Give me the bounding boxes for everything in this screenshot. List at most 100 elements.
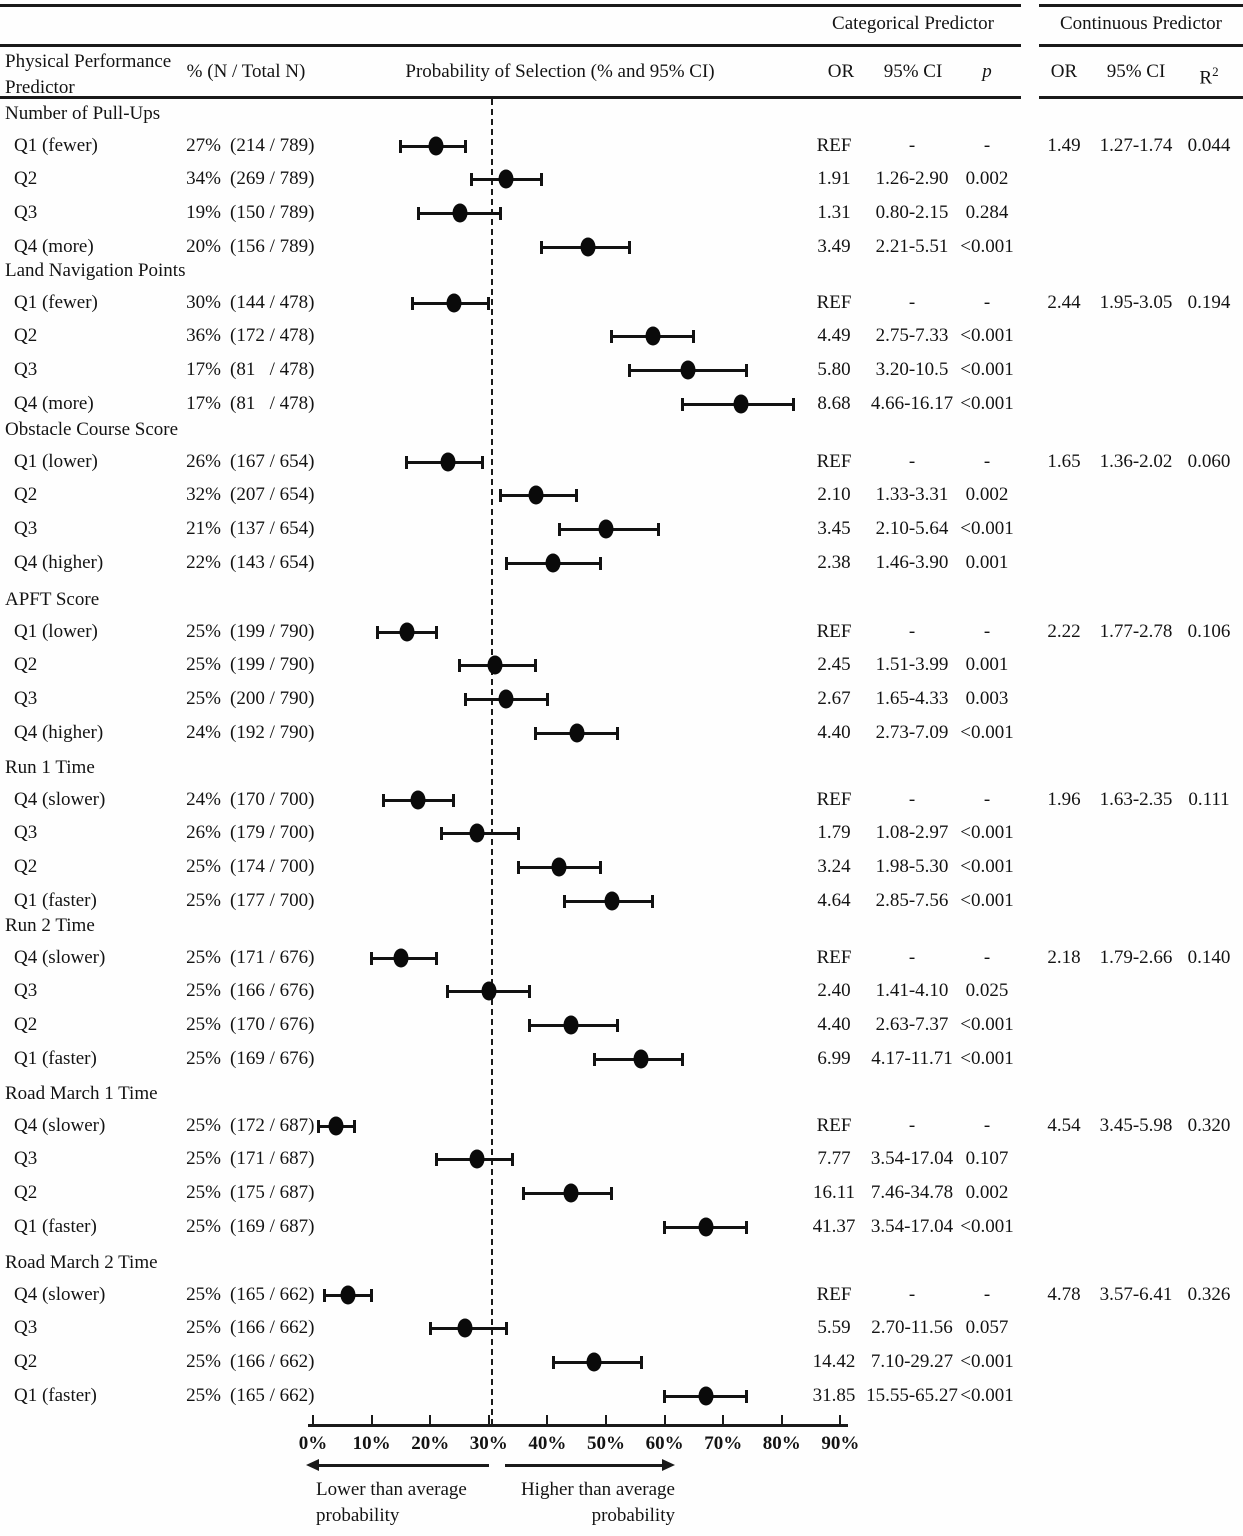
point-estimate bbox=[340, 1285, 356, 1305]
point-estimate bbox=[428, 136, 444, 156]
axis-tick bbox=[546, 1415, 549, 1424]
p-value: - bbox=[983, 621, 991, 642]
n-value: (174 / 700) bbox=[230, 856, 315, 877]
ci-cap-left bbox=[557, 522, 561, 536]
point-estimate bbox=[452, 203, 467, 223]
ci-value: 3.54-17.04 bbox=[870, 1148, 954, 1169]
row-label: Q3 bbox=[14, 518, 38, 539]
point-estimate bbox=[563, 1183, 579, 1203]
row-label: Q2 bbox=[14, 1014, 38, 1035]
ci-cap-left bbox=[551, 1355, 555, 1369]
axis-tick-label: 80% bbox=[762, 1433, 801, 1454]
or-value: 14.42 bbox=[812, 1351, 856, 1372]
ci-cap-left bbox=[440, 826, 444, 840]
ci-cap-left bbox=[405, 455, 409, 469]
n-value: (167 / 654) bbox=[230, 451, 315, 472]
axis-tick-label: 40% bbox=[528, 1433, 567, 1454]
group-label: Run 1 Time bbox=[5, 757, 95, 778]
point-estimate bbox=[393, 948, 409, 968]
column-header-r2: R2 bbox=[1199, 64, 1219, 89]
ci-cap-left bbox=[499, 488, 503, 502]
row-label: Q3 bbox=[14, 359, 38, 380]
ci-value: 4.66-16.17 bbox=[870, 393, 954, 414]
pct-value: 32% bbox=[186, 484, 221, 505]
p-value: <0.001 bbox=[960, 890, 1014, 911]
ci-cap-right bbox=[545, 692, 549, 706]
higher-arrow-head-icon bbox=[662, 1459, 675, 1471]
ci-value: - bbox=[908, 1284, 916, 1305]
ci-value: - bbox=[908, 621, 916, 642]
ci-cap-left bbox=[375, 625, 379, 639]
p-value: <0.001 bbox=[960, 325, 1014, 346]
group-label: Road March 1 Time bbox=[5, 1083, 158, 1104]
pct-value: 25% bbox=[186, 856, 221, 877]
rule-header-bottom-right-segment bbox=[1039, 96, 1243, 99]
n-value: (179 / 700) bbox=[230, 822, 315, 843]
point-estimate bbox=[498, 689, 514, 709]
or-value: 2.67 bbox=[817, 688, 851, 709]
ci-cap-left bbox=[540, 240, 544, 254]
row-label: Q1 (faster) bbox=[14, 1048, 97, 1069]
axis-tick-label: 0% bbox=[298, 1433, 328, 1454]
n-value: (199 / 790) bbox=[230, 654, 315, 675]
ci-cap-left bbox=[446, 984, 450, 998]
continuous-predictor-title: Continuous Predictor bbox=[1059, 13, 1223, 34]
point-estimate bbox=[446, 293, 462, 313]
n-value: (81 / 478) bbox=[230, 393, 315, 414]
column-header-probability: Probability of Selection (% and 95% CI) bbox=[405, 61, 715, 82]
row-label: Q1 (fewer) bbox=[14, 135, 98, 156]
ci-value: 1.65-4.33 bbox=[875, 688, 949, 709]
pct-value: 24% bbox=[186, 722, 221, 743]
point-estimate bbox=[469, 1149, 485, 1169]
ci-value: 1.98-5.30 bbox=[875, 856, 949, 877]
pct-value: 25% bbox=[186, 1014, 221, 1035]
or-value: 1.31 bbox=[817, 202, 851, 223]
ci-cap-left bbox=[627, 363, 631, 377]
categorical-predictor-title: Categorical Predictor bbox=[832, 13, 994, 34]
p-value: 0.001 bbox=[965, 552, 1009, 573]
ci-cap-right bbox=[434, 625, 438, 639]
ci-cap-left bbox=[458, 658, 461, 672]
row-label: Q1 (lower) bbox=[14, 621, 98, 642]
p-value: <0.001 bbox=[960, 236, 1014, 257]
ci-value: 1.08-2.97 bbox=[875, 822, 949, 843]
ci-cap-right bbox=[499, 206, 503, 220]
continuous-ci-value: 1.79-2.66 bbox=[1099, 947, 1173, 968]
n-value: (169 / 676) bbox=[230, 1048, 315, 1069]
point-estimate bbox=[586, 1352, 602, 1372]
pct-value: 24% bbox=[186, 789, 221, 810]
n-value: (166 / 676) bbox=[230, 980, 315, 1001]
row-label: Q2 bbox=[14, 856, 38, 877]
or-value: REF bbox=[816, 1115, 852, 1136]
axis-tick-label: 60% bbox=[645, 1433, 684, 1454]
pct-value: 26% bbox=[186, 451, 221, 472]
axis-tick-label: 30% bbox=[469, 1433, 508, 1454]
n-value: (192 / 790) bbox=[230, 722, 315, 743]
n-value: (143 / 654) bbox=[230, 552, 315, 573]
or-value: 4.64 bbox=[817, 890, 851, 911]
ci-value: - bbox=[908, 135, 916, 156]
pct-value: 25% bbox=[186, 1115, 221, 1136]
higher-probability-caption: Higher than average probability bbox=[520, 1479, 675, 1526]
n-value: (169 / 687) bbox=[230, 1216, 315, 1237]
or-value: REF bbox=[816, 621, 852, 642]
point-estimate bbox=[545, 553, 561, 573]
row-label: Q3 bbox=[14, 1148, 38, 1169]
p-value: <0.001 bbox=[960, 822, 1014, 843]
p-value: <0.001 bbox=[960, 856, 1014, 877]
pct-value: 36% bbox=[186, 325, 221, 346]
ci-cap-left bbox=[370, 951, 374, 965]
r2-value: 0.106 bbox=[1187, 621, 1231, 642]
pct-value: 25% bbox=[186, 947, 221, 968]
axis-tick bbox=[312, 1415, 314, 1424]
continuous-or-value: 1.96 bbox=[1047, 789, 1081, 810]
n-value: (156 / 789) bbox=[230, 236, 315, 257]
p-value: 0.002 bbox=[965, 1182, 1009, 1203]
row-label: Q4 (more) bbox=[14, 236, 94, 257]
ci-value: 7.46-34.78 bbox=[870, 1182, 954, 1203]
p-value: <0.001 bbox=[960, 1048, 1014, 1069]
pct-value: 21% bbox=[186, 518, 221, 539]
r2-value: 0.044 bbox=[1187, 135, 1231, 156]
ci-value: - bbox=[908, 292, 916, 313]
ci-value: 2.73-7.09 bbox=[875, 722, 949, 743]
